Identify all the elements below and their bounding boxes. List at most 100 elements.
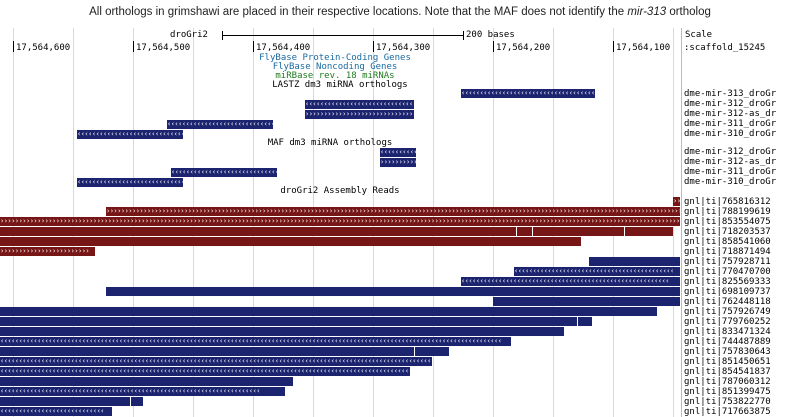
minus-strand-arrows: ‹‹‹‹‹‹‹‹‹‹‹‹‹‹‹‹‹‹‹‹‹‹‹‹‹‹‹‹‹‹ (77, 178, 183, 186)
lastz-label[interactable]: dme-mir-313_droGr (684, 89, 777, 99)
read-label[interactable]: gnl|ti|698109737 (684, 287, 771, 297)
read-label[interactable]: gnl|ti|757830643 (684, 347, 771, 357)
track-title-protein-coding[interactable]: FlyBase Protein-Coding Genes (259, 53, 411, 63)
minus-strand-arrows: ‹‹‹‹‹‹‹‹‹‹‹‹‹‹‹‹‹‹‹‹‹‹‹‹‹‹‹‹‹‹ (77, 130, 183, 138)
maf-mir-310-bar[interactable]: ‹‹‹‹‹‹‹‹‹‹‹‹‹‹‹‹‹‹‹‹‹‹‹‹‹‹‹‹‹‹ (77, 178, 183, 187)
scale-text: 200 bases (466, 30, 515, 40)
read-bar[interactable] (493, 297, 680, 306)
ruler-tick (493, 41, 494, 52)
read-bar[interactable] (0, 317, 592, 326)
minus-strand-arrows: ‹‹‹‹‹‹‹‹‹‹‹‹‹‹‹‹‹‹‹‹‹‹‹‹‹‹‹‹ (0, 407, 105, 415)
read-bar[interactable]: ››››››››››››››››››››››››››››››››››››››››… (106, 207, 680, 216)
read-bar[interactable] (0, 347, 449, 356)
maf-mir-312-bar[interactable]: ‹‹‹‹‹‹‹‹‹‹ (380, 148, 416, 157)
read-bar[interactable]: ›› (673, 197, 680, 206)
read-label[interactable]: gnl|ti|854541837 (684, 367, 771, 377)
plus-strand-arrows: ›››››››››››››››››››››››› (0, 247, 90, 255)
read-bar[interactable] (589, 257, 680, 266)
read-bar[interactable]: ‹‹‹‹‹‹‹‹‹‹‹‹‹‹‹‹‹‹‹‹‹‹‹‹‹‹‹‹‹‹‹‹‹‹‹‹‹‹‹‹… (0, 387, 285, 396)
minus-strand-arrows: ‹‹‹‹‹‹‹‹‹‹‹‹‹‹‹‹‹‹‹‹‹‹‹‹‹‹‹‹‹‹‹‹‹‹‹‹‹‹‹‹… (0, 367, 410, 375)
read-label[interactable]: gnl|ti|765816312 (684, 197, 771, 207)
read-bar[interactable] (0, 237, 581, 246)
lastz-label[interactable]: dme-mir-311_droGr (684, 119, 777, 129)
minus-strand-arrows: ‹‹‹‹‹‹‹‹‹‹‹‹‹‹‹‹‹‹‹‹‹‹‹‹‹‹‹‹‹‹‹‹‹‹‹‹‹‹‹‹… (0, 337, 502, 345)
read-bar[interactable]: ››››››››››››››››››››››››››››››››››››››››… (0, 217, 680, 226)
read-label[interactable]: gnl|ti|851450651 (684, 357, 771, 367)
maf-label[interactable]: dme-mir-312_droGr (684, 147, 777, 157)
caption-prefix: All orthologs in grimshawi are placed in… (89, 6, 628, 18)
read-label[interactable]: gnl|ti|779760252 (684, 317, 771, 327)
read-label[interactable]: gnl|ti|757926749 (684, 307, 771, 317)
read-label[interactable]: gnl|ti|753822770 (684, 397, 771, 407)
scale-bar-right-cap (463, 31, 464, 40)
track-title-maf[interactable]: MAF dm3 miRNA orthologs (267, 138, 393, 148)
read-bar[interactable] (0, 327, 564, 336)
read-label[interactable]: gnl|ti|770470700 (684, 267, 771, 277)
read-gap (414, 347, 415, 356)
minus-strand-arrows: ‹‹‹‹‹‹‹‹‹‹‹‹‹‹‹‹‹‹‹‹‹‹‹‹‹‹‹‹‹‹‹‹‹‹‹‹‹‹‹‹… (0, 387, 261, 395)
plus-strand-arrows: ›››››››››››››››››››››››››››››››› (305, 110, 414, 118)
read-label[interactable]: gnl|ti|787060312 (684, 377, 771, 387)
lastz-mir-312-as-bar[interactable]: ›››››››››››››››››››››››››››››››› (305, 110, 414, 119)
read-bar[interactable] (106, 287, 680, 296)
lastz-mir-313-bar[interactable]: ‹‹‹‹‹‹‹‹‹‹‹‹‹‹‹‹‹‹‹‹‹‹‹‹‹‹‹‹‹‹‹‹‹‹‹‹‹‹‹‹ (461, 89, 595, 98)
read-bar[interactable]: ‹‹‹‹‹‹‹‹‹‹‹‹‹‹‹‹‹‹‹‹‹‹‹‹‹‹‹‹‹‹‹‹‹‹‹‹‹‹‹‹… (0, 357, 432, 366)
maf-mir-311-bar[interactable]: ‹‹‹‹‹‹‹‹‹‹‹‹‹‹‹‹‹‹‹‹‹‹‹‹‹‹‹‹‹‹ (171, 168, 277, 177)
lastz-mir-310-bar[interactable]: ‹‹‹‹‹‹‹‹‹‹‹‹‹‹‹‹‹‹‹‹‹‹‹‹‹‹‹‹‹‹ (77, 130, 183, 139)
track-title-reads[interactable]: droGri2 Assembly Reads (280, 186, 400, 196)
read-bar[interactable]: ‹‹‹‹‹‹‹‹‹‹‹‹‹‹‹‹‹‹‹‹‹‹‹‹‹‹‹‹‹‹‹‹‹‹‹‹‹‹‹‹… (0, 367, 410, 376)
track-title-mirbase[interactable]: miRBase rev. 18 miRNAs (275, 71, 395, 81)
read-bar[interactable]: ‹‹‹‹‹‹‹‹‹‹‹‹‹‹‹‹‹‹‹‹‹‹‹‹‹‹‹‹‹‹‹‹‹‹‹‹‹‹‹‹… (0, 337, 511, 346)
read-label[interactable]: gnl|ti|851399475 (684, 387, 771, 397)
ruler-position: 17,564,300 (376, 43, 431, 53)
read-bar[interactable] (0, 377, 293, 386)
ruler-tick (373, 41, 374, 52)
read-label[interactable]: gnl|ti|718203537 (684, 227, 771, 237)
read-label[interactable]: gnl|ti|762448118 (684, 297, 771, 307)
read-gap (130, 397, 131, 406)
read-label[interactable]: gnl|ti|744487889 (684, 337, 771, 347)
read-label[interactable]: gnl|ti|718871494 (684, 247, 771, 257)
lastz-label[interactable]: dme-mir-312-as_dr (684, 109, 777, 119)
lastz-mir-312-bar[interactable]: ‹‹‹‹‹‹‹‹‹‹‹‹‹‹‹‹‹‹‹‹‹‹‹‹‹‹‹‹‹‹‹‹ (305, 100, 414, 109)
read-bar[interactable] (0, 227, 673, 236)
maf-label[interactable]: dme-mir-312-as_dr (684, 157, 777, 167)
lastz-label[interactable]: dme-mir-312_droGr (684, 99, 777, 109)
track-title-noncoding[interactable]: FlyBase Noncoding Genes (272, 62, 398, 72)
read-label[interactable]: gnl|ti|757928711 (684, 257, 771, 267)
read-bar[interactable]: ‹‹‹‹‹‹‹‹‹‹‹‹‹‹‹‹‹‹‹‹‹‹‹‹‹‹‹‹‹‹‹‹‹‹‹‹‹‹‹‹… (514, 267, 680, 276)
read-label[interactable]: gnl|ti|858541060 (684, 237, 771, 247)
read-label[interactable]: gnl|ti|717663875 (684, 407, 771, 417)
read-label[interactable]: gnl|ti|825569333 (684, 277, 771, 287)
ruler-tick (253, 41, 254, 52)
plus-strand-arrows: ››››››››››››››››››››››››››››››››››››››››… (106, 207, 680, 215)
maf-label[interactable]: dme-mir-310_droGr (684, 177, 777, 187)
assembly-name: droGri2 (170, 30, 208, 40)
caption-italic: mir-313 (627, 6, 667, 18)
minus-strand-arrows: ‹‹‹‹‹‹‹‹‹‹‹‹‹‹‹‹‹‹‹‹‹‹‹‹‹‹‹‹‹‹‹‹‹‹‹‹‹‹‹‹ (461, 89, 595, 97)
read-bar[interactable] (0, 307, 657, 316)
maf-label[interactable]: dme-mir-311_droGr (684, 167, 777, 177)
lastz-label[interactable]: dme-mir-310_droGr (684, 129, 777, 139)
plus-strand-arrows: ›››››››››› (380, 158, 416, 166)
minus-strand-arrows: ‹‹‹‹‹‹‹‹‹‹‹‹‹‹‹‹‹‹‹‹‹‹‹‹‹‹‹‹‹‹‹‹ (305, 100, 414, 108)
label-separator (681, 28, 682, 417)
track-title-lastz[interactable]: LASTZ dm3 miRNA orthologs (272, 80, 408, 90)
lastz-mir-311-bar[interactable]: ‹‹‹‹‹‹‹‹‹‹‹‹‹‹‹‹‹‹‹‹‹‹‹‹‹‹‹‹‹‹ (167, 120, 273, 129)
read-bar[interactable]: ›››››››››››››››››››››››› (0, 247, 95, 256)
read-bar[interactable]: ‹‹‹‹‹‹‹‹‹‹‹‹‹‹‹‹‹‹‹‹‹‹‹‹‹‹‹‹ (0, 407, 112, 416)
maf-mir-312-as-bar[interactable]: ›››››››››› (380, 158, 416, 167)
minus-strand-arrows: ‹‹‹‹‹‹‹‹‹‹‹‹‹‹‹‹‹‹‹‹‹‹‹‹‹‹‹‹‹‹‹‹‹‹‹‹‹‹‹‹… (514, 267, 674, 275)
minus-strand-arrows: ‹‹‹‹‹‹‹‹‹‹‹‹‹‹‹‹‹‹‹‹‹‹‹‹‹‹‹‹‹‹‹‹‹‹‹‹‹‹‹‹… (461, 277, 670, 285)
ruler-tick (13, 41, 14, 52)
ruler-tick (133, 41, 134, 52)
read-label[interactable]: gnl|ti|833471324 (684, 327, 771, 337)
ruler-position: 17,564,500 (136, 43, 191, 53)
read-label[interactable]: gnl|ti|788199619 (684, 207, 771, 217)
read-bar[interactable]: ‹‹‹‹‹‹‹‹‹‹‹‹‹‹‹‹‹‹‹‹‹‹‹‹‹‹‹‹‹‹‹‹‹‹‹‹‹‹‹‹… (461, 277, 680, 286)
ruler-tick (613, 41, 614, 52)
plus-strand-arrows: ››››››››››››››››››››››››››››››››››››››››… (0, 217, 680, 225)
read-label[interactable]: gnl|ti|853554075 (684, 217, 771, 227)
plus-strand-arrows (0, 227, 673, 236)
read-bar[interactable] (0, 397, 143, 406)
